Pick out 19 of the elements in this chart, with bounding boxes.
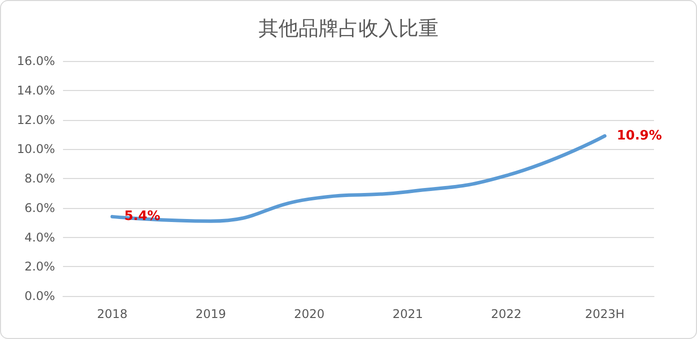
- data-label: 10.9%: [616, 128, 662, 144]
- x-tick-label: 2021: [392, 307, 424, 321]
- x-tick-label: 2020: [294, 307, 325, 321]
- y-tick-label: 12.0%: [16, 112, 55, 127]
- x-tick-label: 2019: [195, 307, 226, 321]
- x-tick-label: 2018: [96, 307, 128, 321]
- y-tick-label: 8.0%: [24, 172, 55, 186]
- y-tick-label: 6.0%: [24, 200, 55, 215]
- y-tick-label: 14.0%: [16, 83, 55, 98]
- y-tick-label: 2.0%: [24, 260, 55, 274]
- data-label: 5.4%: [124, 209, 160, 224]
- x-tick-label: 2023H: [584, 307, 625, 321]
- line-series: [110, 134, 606, 223]
- y-tick-label: 16.0%: [16, 54, 55, 68]
- y-tick-label: 4.0%: [24, 230, 55, 244]
- chart-title: 其他品牌占收入比重: [258, 16, 438, 40]
- y-tick-label: 0.0%: [24, 289, 55, 303]
- y-tick-label: 10.0%: [16, 142, 55, 156]
- x-tick-label: 2022: [490, 307, 522, 321]
